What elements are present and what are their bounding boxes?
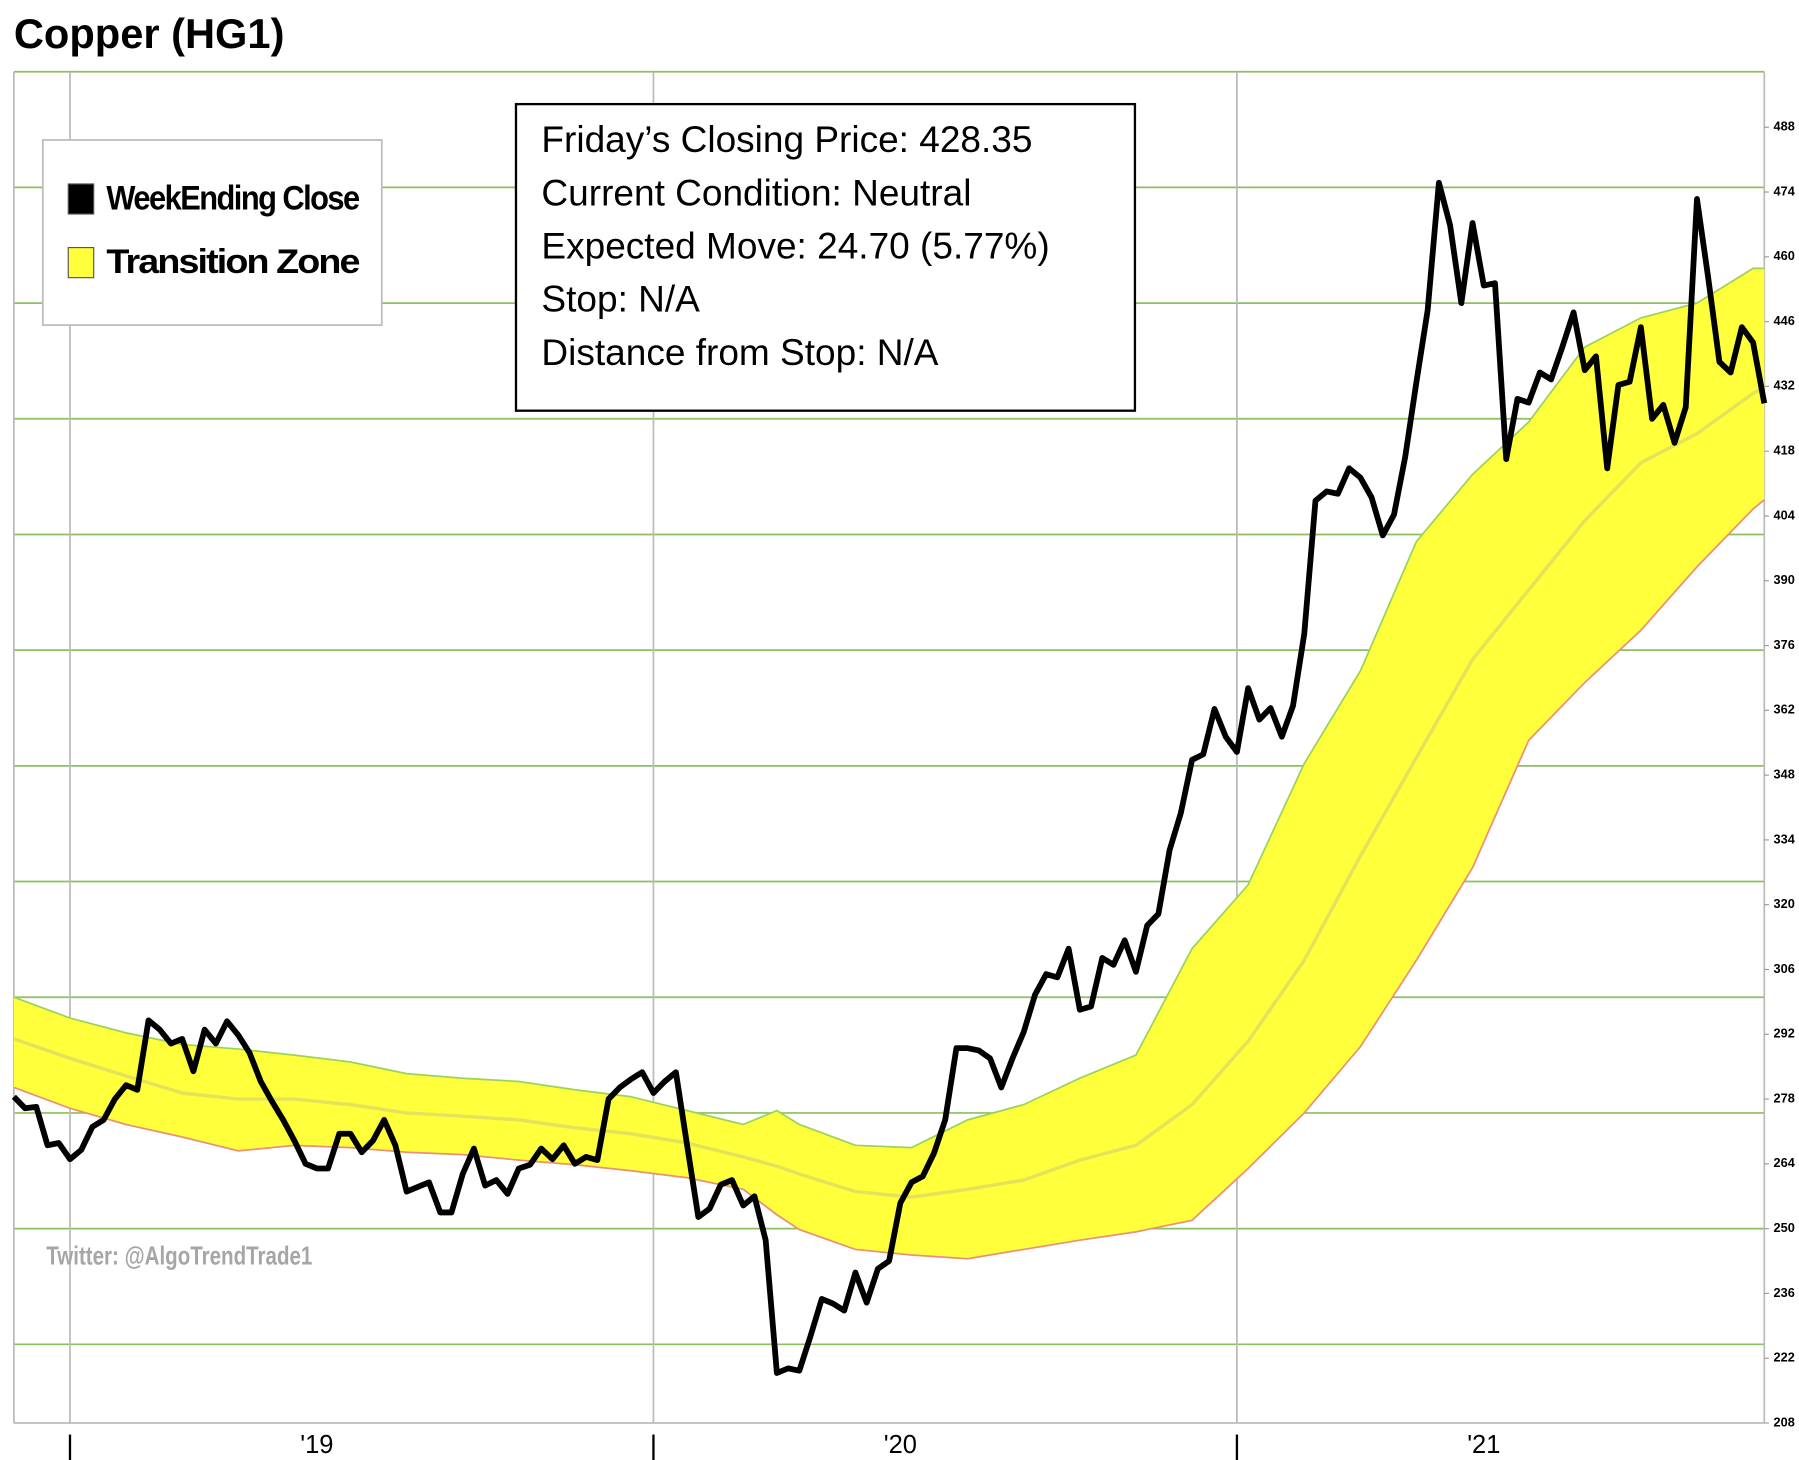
zone-lower xyxy=(13,499,1765,1260)
legend-box xyxy=(41,139,383,326)
close-line xyxy=(11,179,1768,1376)
y-tick-label: 306 xyxy=(1774,961,1795,976)
y-tick-label: 488 xyxy=(1774,119,1795,134)
y-tick-label: 278 xyxy=(1774,1090,1795,1105)
y-tick-label: 320 xyxy=(1774,896,1795,911)
y-tick-label: 348 xyxy=(1774,766,1795,781)
legend-swatch xyxy=(67,246,95,279)
y-tick-label: 474 xyxy=(1774,183,1795,198)
y-tick-label: 236 xyxy=(1774,1285,1795,1300)
x-tick-label: '19 xyxy=(300,1431,333,1459)
y-tick-label: 418 xyxy=(1774,443,1795,458)
x-tick-label: '21 xyxy=(1467,1431,1500,1459)
info-line: Expected Move: 24.70 (5.77%) xyxy=(541,225,1049,267)
x-tick-label: '20 xyxy=(884,1431,917,1459)
y-tick-label: 208 xyxy=(1774,1414,1795,1429)
zone-area xyxy=(13,268,1765,1259)
y-tick-label: 432 xyxy=(1774,378,1795,393)
zone-upper xyxy=(13,267,1765,1149)
y-tick-label: 390 xyxy=(1774,572,1795,587)
watermark: Twitter: @AlgoTrendTrade1 xyxy=(46,1242,312,1270)
y-tick-label: 460 xyxy=(1774,248,1795,263)
legend-label: Transition Zone xyxy=(106,243,360,281)
y-tick-label: 404 xyxy=(1774,507,1795,522)
info-line: Friday’s Closing Price: 428.35 xyxy=(541,118,1032,160)
info-line: Stop: N/A xyxy=(541,278,700,320)
y-tick-label: 222 xyxy=(1774,1350,1795,1365)
info-line: Current Condition: Neutral xyxy=(541,171,971,213)
zone-middle xyxy=(13,385,1766,1199)
y-tick-label: 446 xyxy=(1774,313,1795,328)
y-tick-label: 264 xyxy=(1774,1155,1795,1170)
legend-swatch xyxy=(67,183,95,215)
legend-label: WeekEnding Close xyxy=(106,179,359,217)
chart-title: Copper (HG1) xyxy=(14,10,285,57)
y-tick-label: 334 xyxy=(1774,831,1795,846)
y-tick-label: 376 xyxy=(1774,637,1795,652)
y-tick-label: 250 xyxy=(1774,1220,1795,1235)
y-tick-label: 292 xyxy=(1774,1026,1795,1041)
info-line: Distance from Stop: N/A xyxy=(541,331,938,373)
info-box xyxy=(514,102,1137,412)
y-tick-label: 362 xyxy=(1774,702,1795,717)
